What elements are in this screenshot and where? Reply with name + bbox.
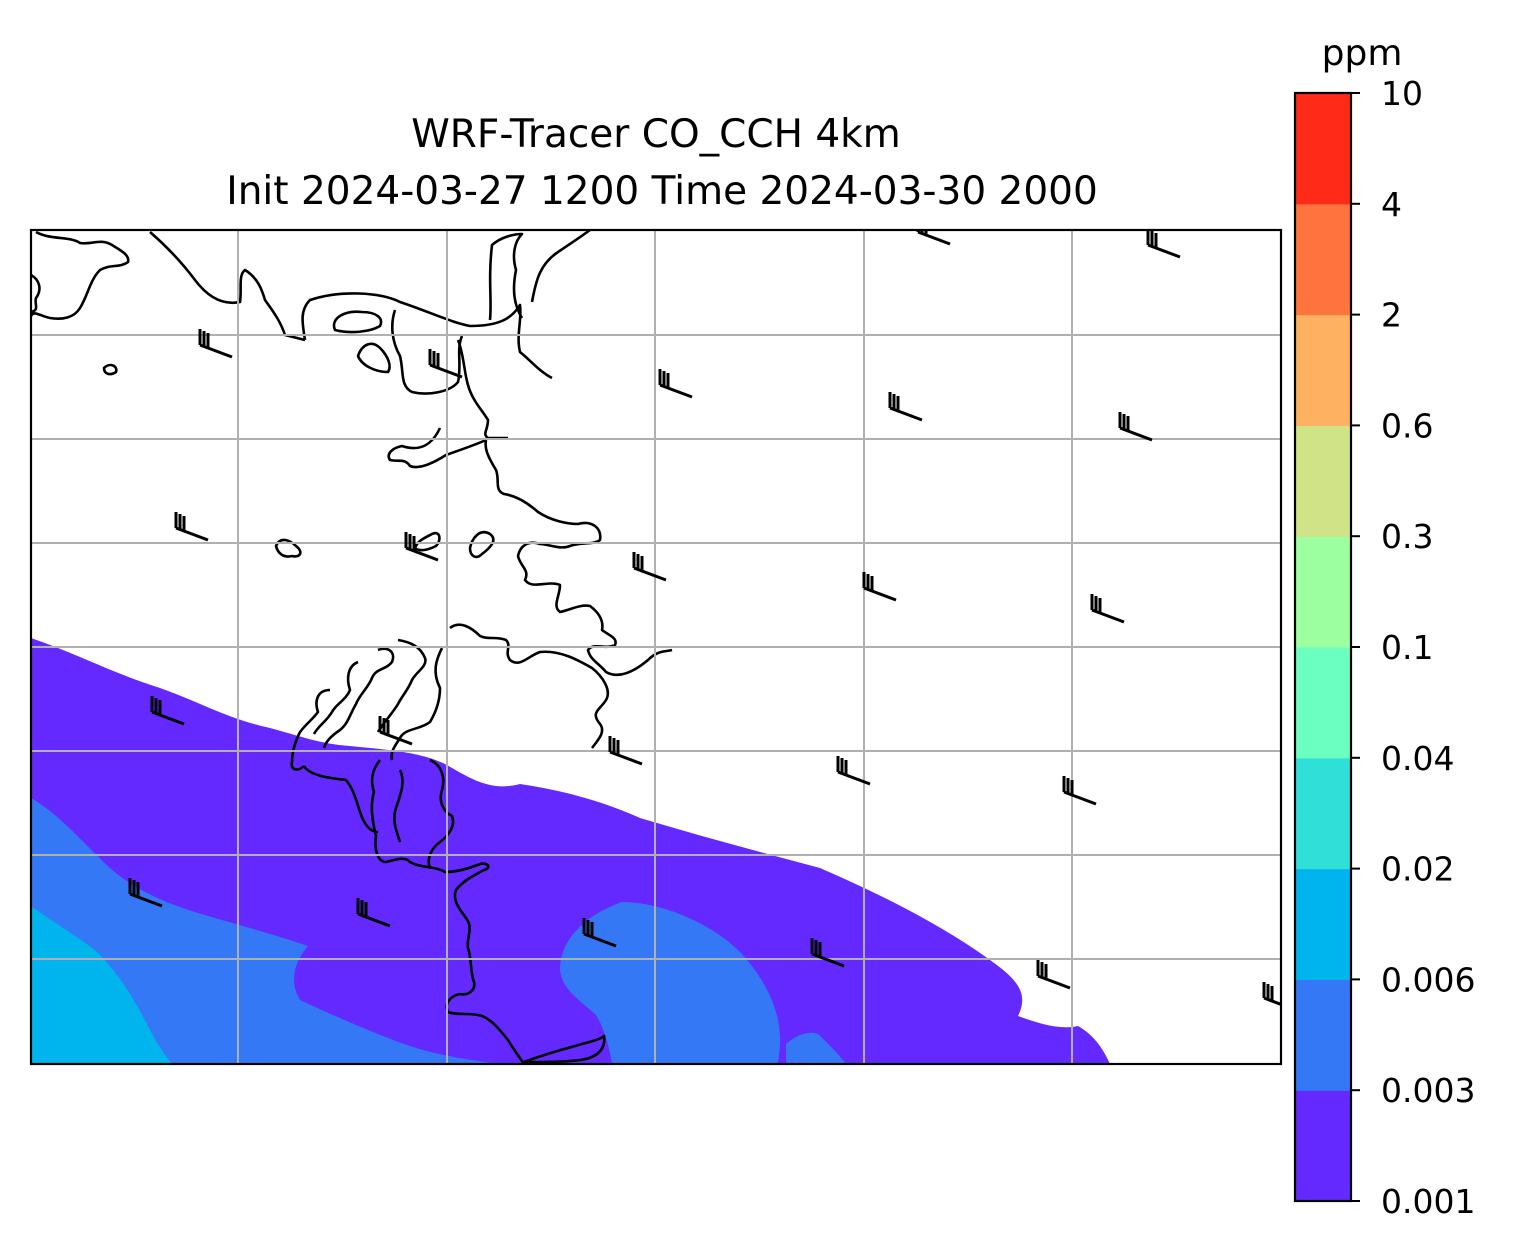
wind-barb [198,329,233,359]
colorbar-swatch [1295,425,1351,537]
colorbar-swatch [1295,203,1351,316]
contour-band-0.003 [31,798,846,1064]
wind-barb [428,349,463,379]
colorbar-tick-label: 0.04 [1381,739,1454,778]
wind-barb [378,716,413,746]
colorbar-swatch [1295,314,1351,426]
colorbar-swatch [1295,93,1351,205]
colorbar-tick-label: 0.006 [1381,960,1475,999]
wind-barb [582,918,617,948]
colorbar-ticks: 0.001 0.003 0.006 0.02 0.04 0.1 0.3 0.6 2 4 10 [1351,74,1475,1221]
wind-barb [836,756,871,786]
colorbar-tick-label: 0.3 [1381,517,1433,556]
wind-barb [404,532,439,562]
colorbar-tick-label: 0.1 [1381,628,1433,667]
colorbar-tick-label: 0.001 [1381,1182,1475,1221]
wind-barb [150,696,185,726]
gridlines [31,230,1281,1064]
contour-band-0.006 [31,906,172,1064]
colorbar-swatches [1295,93,1351,1202]
wind-barb [356,898,391,928]
colorbar-swatch [1295,757,1351,870]
wind-barb [888,392,923,422]
wind-barb [1036,960,1071,990]
wind-barb [1118,412,1153,442]
wind-barb [1062,776,1097,806]
colorbar-swatch [1295,1090,1351,1202]
wind-barb [862,572,897,602]
colorbar-swatch [1295,647,1351,759]
colorbar: ppm 0.001 0.003 0.006 0.02 0.04 0.1 0.3 0.6 2 4 10 [1293,33,1475,1221]
map-title-line-1: WRF-Tracer CO_CCH 4km [411,112,900,157]
colorbar-swatch [1295,868,1351,980]
wind-barb [1090,594,1125,624]
contour-band-0.001 [31,638,1110,1064]
colorbar-unit-label: ppm [1322,33,1403,74]
wind-barb [658,369,693,399]
wind-barb [174,512,209,542]
colorbar-tick-label: 4 [1381,185,1402,224]
colorbar-tick-label: 2 [1381,296,1402,335]
wind-barb [128,878,163,908]
wind-barb [632,552,667,582]
colorbar-swatch [1295,536,1351,648]
wind-barb [1146,230,1181,259]
map-title-line-2: Init 2024-03-27 1200 Time 2024-03-30 200… [226,169,1098,214]
colorbar-tick-label: 0.6 [1381,406,1433,445]
colorbar-swatch [1295,979,1351,1091]
wind-barb [810,938,845,968]
map-panel [31,230,1281,1064]
colorbar-tick-label: 0.003 [1381,1071,1475,1110]
colorbar-tick-label: 10 [1381,74,1423,113]
wind-barb [608,736,643,766]
coastline [31,230,673,1064]
colorbar-tick-label: 0.02 [1381,850,1454,889]
wind-barb [916,230,951,246]
map-frame [29,228,1283,1066]
